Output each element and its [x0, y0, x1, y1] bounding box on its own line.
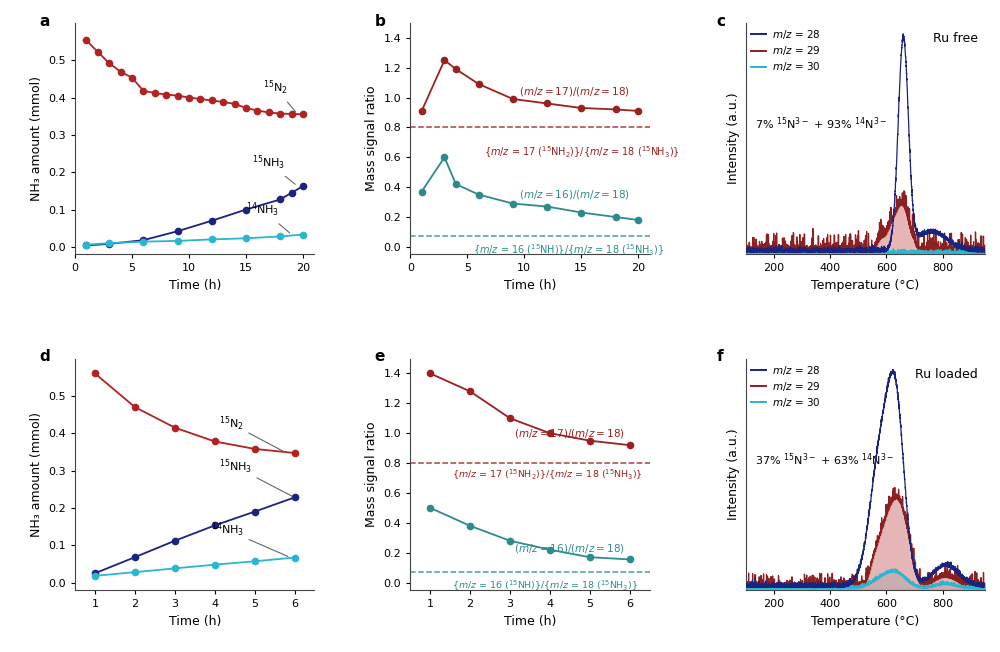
- X-axis label: Time (h): Time (h): [169, 279, 221, 292]
- Text: $^{14}$NH$_3$: $^{14}$NH$_3$: [246, 201, 290, 233]
- Text: a: a: [39, 14, 49, 29]
- Text: 7% $^{15}$N$^{3−}$ + 93% $^{14}$N$^{3−}$: 7% $^{15}$N$^{3−}$ + 93% $^{14}$N$^{3−}$: [755, 115, 887, 132]
- Y-axis label: NH₃ amount (mmol): NH₃ amount (mmol): [30, 412, 43, 537]
- Text: $^{14}$NH$_3$: $^{14}$NH$_3$: [211, 521, 288, 556]
- Text: d: d: [39, 349, 50, 364]
- Legend: $m/z$ = 28, $m/z$ = 29, $m/z$ = 30: $m/z$ = 28, $m/z$ = 29, $m/z$ = 30: [751, 364, 820, 409]
- Text: e: e: [374, 349, 385, 364]
- Text: {$m/z$ = 16 ($^{15}$NH)}/{$m/z$ = 18 ($^{15}$NH$_3$)}: {$m/z$ = 16 ($^{15}$NH)}/{$m/z$ = 18 ($^…: [452, 579, 638, 593]
- X-axis label: Temperature (°C): Temperature (°C): [811, 279, 919, 292]
- Y-axis label: Intensity (a.u.): Intensity (a.u.): [727, 93, 740, 185]
- Text: $(m/z = 16)/(m/z = 18)$: $(m/z = 16)/(m/z = 18)$: [519, 188, 629, 201]
- X-axis label: Time (h): Time (h): [169, 615, 221, 628]
- Text: $^{15}$N$_2$: $^{15}$N$_2$: [263, 79, 296, 111]
- Y-axis label: Intensity (a.u.): Intensity (a.u.): [727, 428, 740, 520]
- Text: $(m/z = 16)/(m/z = 18)$: $(m/z = 16)/(m/z = 18)$: [514, 542, 625, 555]
- X-axis label: Time (h): Time (h): [504, 279, 556, 292]
- Text: Ru free: Ru free: [933, 32, 978, 45]
- Text: $(m/z = 17)/(m/z = 18)$: $(m/z = 17)/(m/z = 18)$: [514, 427, 625, 440]
- Text: Ru loaded: Ru loaded: [915, 368, 978, 381]
- Text: $^{15}$NH$_3$: $^{15}$NH$_3$: [219, 457, 292, 496]
- Text: {$m/z$ = 17 ($^{15}$NH$_2$)}/{$m/z$ = 18 ($^{15}$NH$_3$)}: {$m/z$ = 17 ($^{15}$NH$_2$)}/{$m/z$ = 18…: [484, 144, 680, 160]
- Text: $^{15}$NH$_3$: $^{15}$NH$_3$: [252, 153, 295, 185]
- Y-axis label: Mass signal ratio: Mass signal ratio: [365, 86, 378, 191]
- Text: {$m/z$ = 17 ($^{15}$NH$_2$)}/{$m/z$ = 18 ($^{15}$NH$_3$)}: {$m/z$ = 17 ($^{15}$NH$_2$)}/{$m/z$ = 18…: [452, 467, 643, 482]
- X-axis label: Temperature (°C): Temperature (°C): [811, 615, 919, 628]
- Text: b: b: [374, 14, 385, 29]
- Y-axis label: Mass signal ratio: Mass signal ratio: [365, 422, 378, 527]
- Text: f: f: [717, 349, 723, 364]
- Text: $(m/z = 17)/(m/z = 18)$: $(m/z = 17)/(m/z = 18)$: [519, 85, 629, 98]
- Text: {$m/z$ = 16 ($^{15}$NH)}/{$m/z$ = 18 ($^{15}$NH$_3$)}: {$m/z$ = 16 ($^{15}$NH)}/{$m/z$ = 18 ($^…: [473, 242, 664, 258]
- Text: c: c: [717, 14, 726, 29]
- X-axis label: Time (h): Time (h): [504, 615, 556, 628]
- Y-axis label: NH₃ amount (mmol): NH₃ amount (mmol): [30, 76, 43, 201]
- Legend: $m/z$ = 28, $m/z$ = 29, $m/z$ = 30: $m/z$ = 28, $m/z$ = 29, $m/z$ = 30: [751, 28, 820, 73]
- Text: 37% $^{15}$N$^{3−}$ + 63% $^{14}$N$^{3−}$: 37% $^{15}$N$^{3−}$ + 63% $^{14}$N$^{3−}…: [755, 451, 894, 467]
- Text: $^{15}$N$_2$: $^{15}$N$_2$: [219, 415, 284, 452]
